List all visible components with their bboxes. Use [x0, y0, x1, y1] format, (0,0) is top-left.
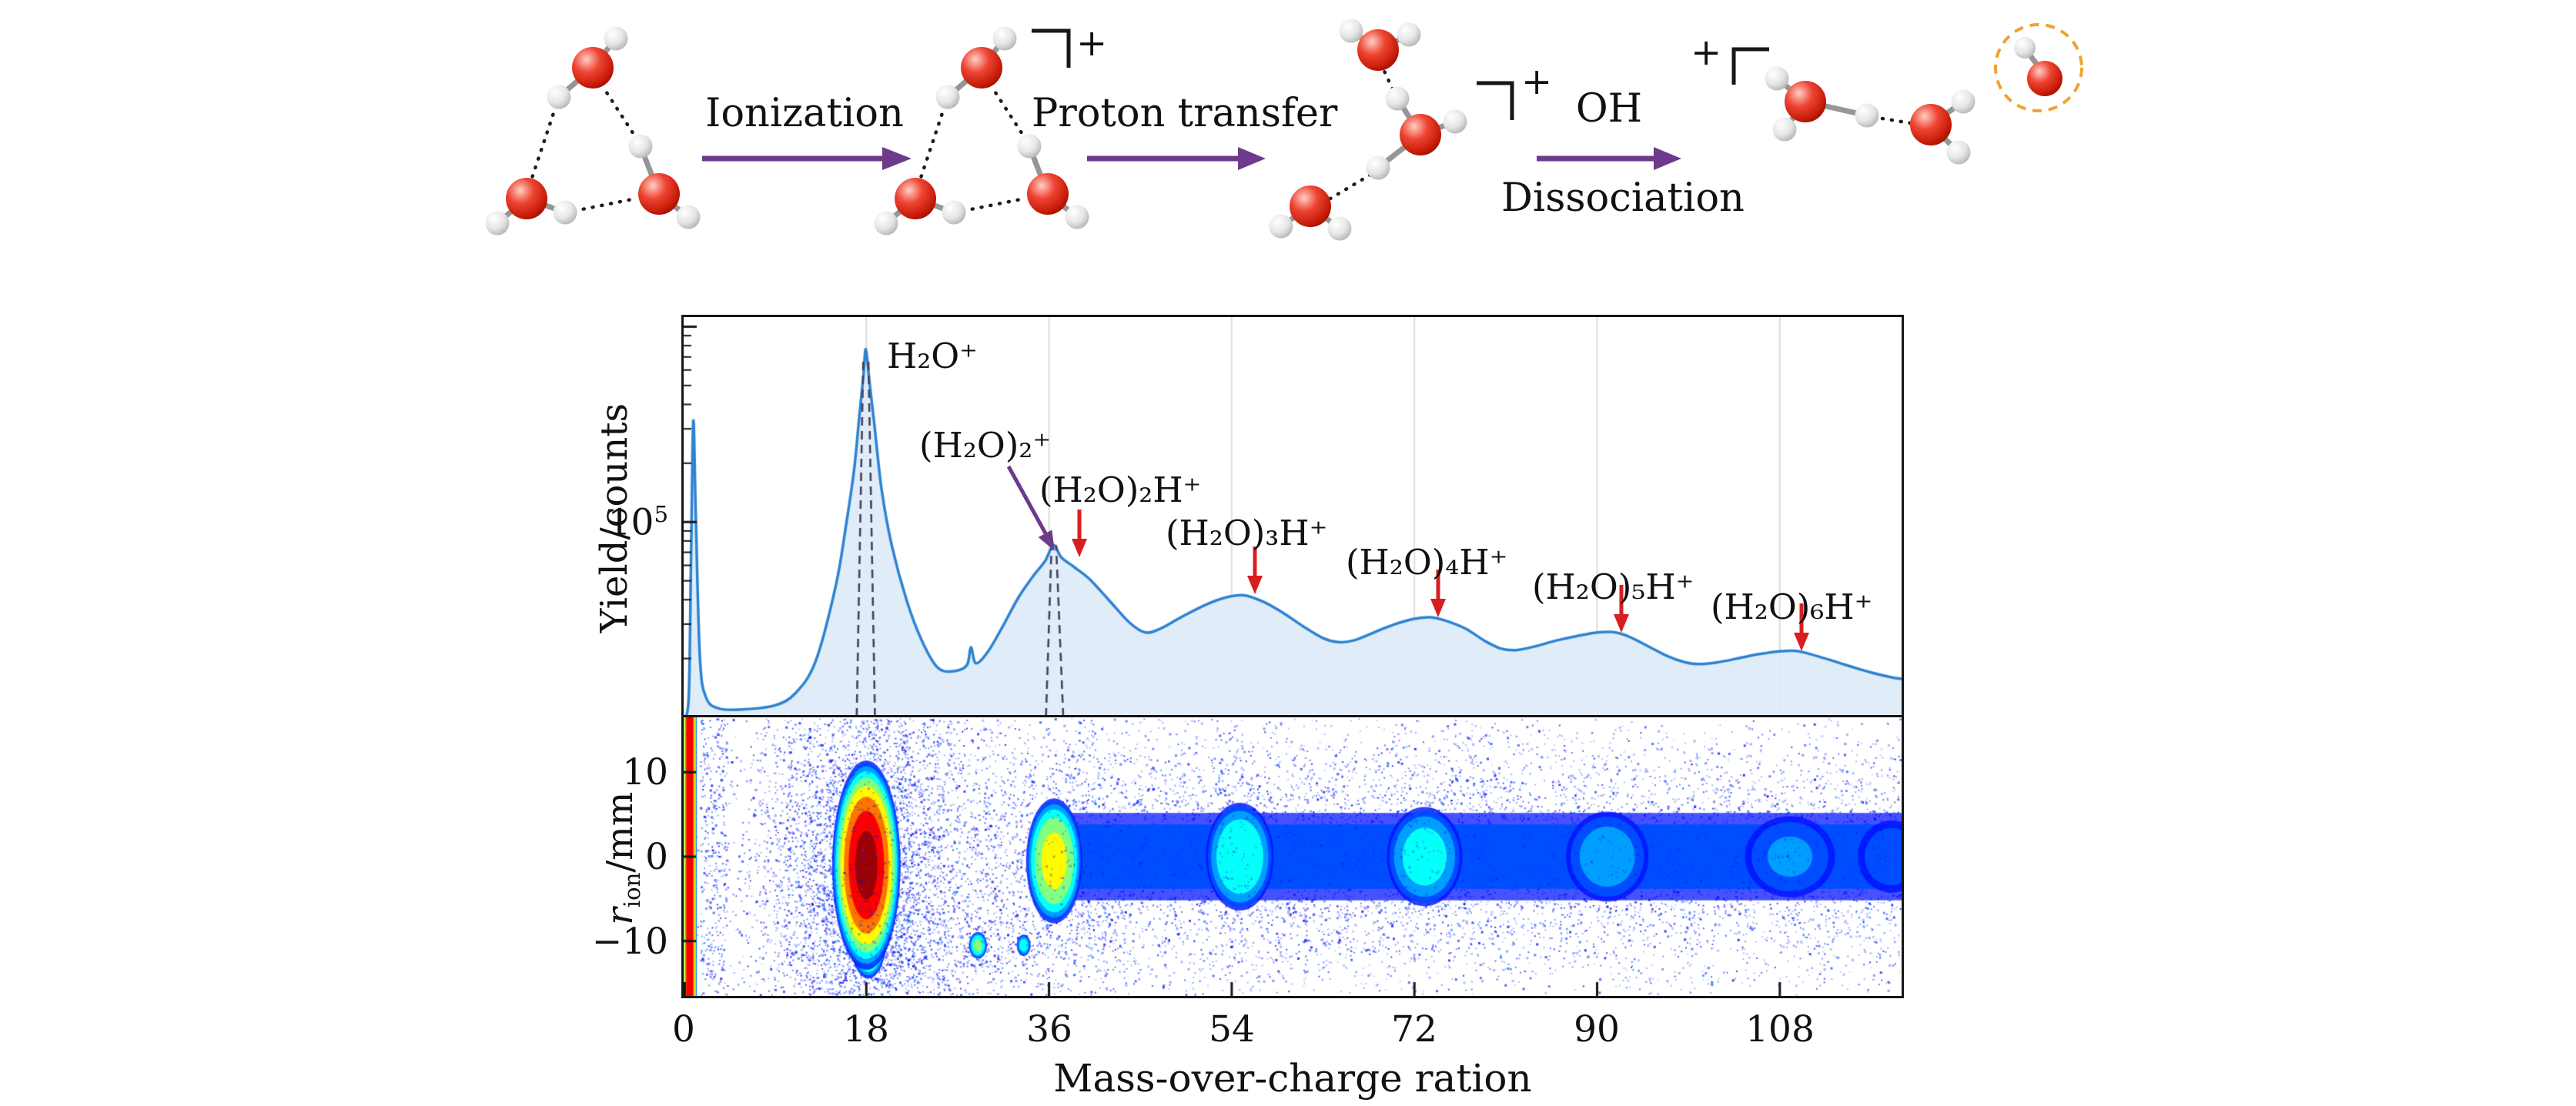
peak-label-h2o4h: (H₂O)₄H⁺	[1346, 542, 1508, 583]
charge-bracket	[1477, 81, 1514, 120]
red-peak-arrow-icon	[1614, 585, 1629, 633]
x-axis-label: Mass-over-charge ration	[1053, 1056, 1532, 1101]
protonated-water-dimer-molecule: +	[1691, 31, 1975, 165]
x-tick-label: 0	[672, 1008, 695, 1051]
ion-radius-heatmap	[684, 717, 1902, 996]
scheme-label-dissociation: Dissociation	[1501, 175, 1745, 221]
red-peak-arrow-icon	[1794, 603, 1809, 651]
mass-spectrum-plot	[684, 317, 1902, 717]
plus-charge: +	[1691, 31, 1721, 74]
charge-bracket	[1032, 28, 1071, 68]
peak-label-h2o5h: (H₂O)₅H⁺	[1532, 566, 1694, 607]
x-tick-label: 90	[1574, 1008, 1620, 1051]
peak-label-h2o2: (H₂O)₂⁺	[919, 425, 1052, 466]
dashed-circle-icon	[1994, 23, 2083, 112]
peak-label-h2o6h: (H₂O)₆H⁺	[1711, 586, 1873, 627]
peak-label-h2o: H₂O⁺	[887, 336, 978, 376]
proton-transfer-arrow-icon	[1087, 147, 1266, 170]
red-peak-arrow-icon	[1247, 546, 1263, 594]
oh-dissociation-arrow-icon	[1537, 147, 1681, 170]
plus-charge: +	[1076, 22, 1107, 65]
water-trimer-molecule	[486, 27, 701, 236]
scheme-label-ionization: Ionization	[705, 91, 904, 136]
x-tick-label: 36	[1026, 1008, 1072, 1051]
red-peak-arrow-icon	[1072, 510, 1087, 557]
charge-bracket	[1731, 47, 1769, 85]
oh-radical-molecule	[1994, 23, 2083, 112]
scheme-label-oh: OH	[1575, 86, 1643, 132]
red-peak-arrow-icon	[1430, 570, 1446, 617]
scheme-label-proton-transfer: Proton transfer	[1032, 91, 1338, 136]
x-tick-label: 54	[1209, 1008, 1255, 1051]
y-tick-label: 10	[622, 751, 668, 794]
plot-divider	[684, 715, 1902, 717]
peak-label-h2o2h: (H₂O)₂H⁺	[1039, 469, 1202, 510]
peak-label-h2o3h: (H₂O)₃H⁺	[1166, 513, 1328, 553]
purple-annotation-arrow-icon	[1006, 465, 1055, 551]
y-tick-label: 0	[645, 836, 668, 878]
x-tick-label: 108	[1745, 1008, 1815, 1051]
x-tick-label: 72	[1391, 1008, 1437, 1051]
x-tick-label: 18	[843, 1008, 889, 1051]
plot-frame	[681, 315, 1904, 998]
water-trimer-cation-molecule: +	[875, 22, 1107, 236]
proton-transferred-cluster-molecule: +	[1269, 18, 1552, 241]
reaction-scheme: +	[462, 18, 2083, 241]
y-tick-label: −10	[591, 921, 668, 963]
y-tick-label-1e5: 105	[607, 501, 668, 544]
plus-charge: +	[1521, 60, 1552, 103]
ionization-arrow-icon	[702, 147, 912, 170]
